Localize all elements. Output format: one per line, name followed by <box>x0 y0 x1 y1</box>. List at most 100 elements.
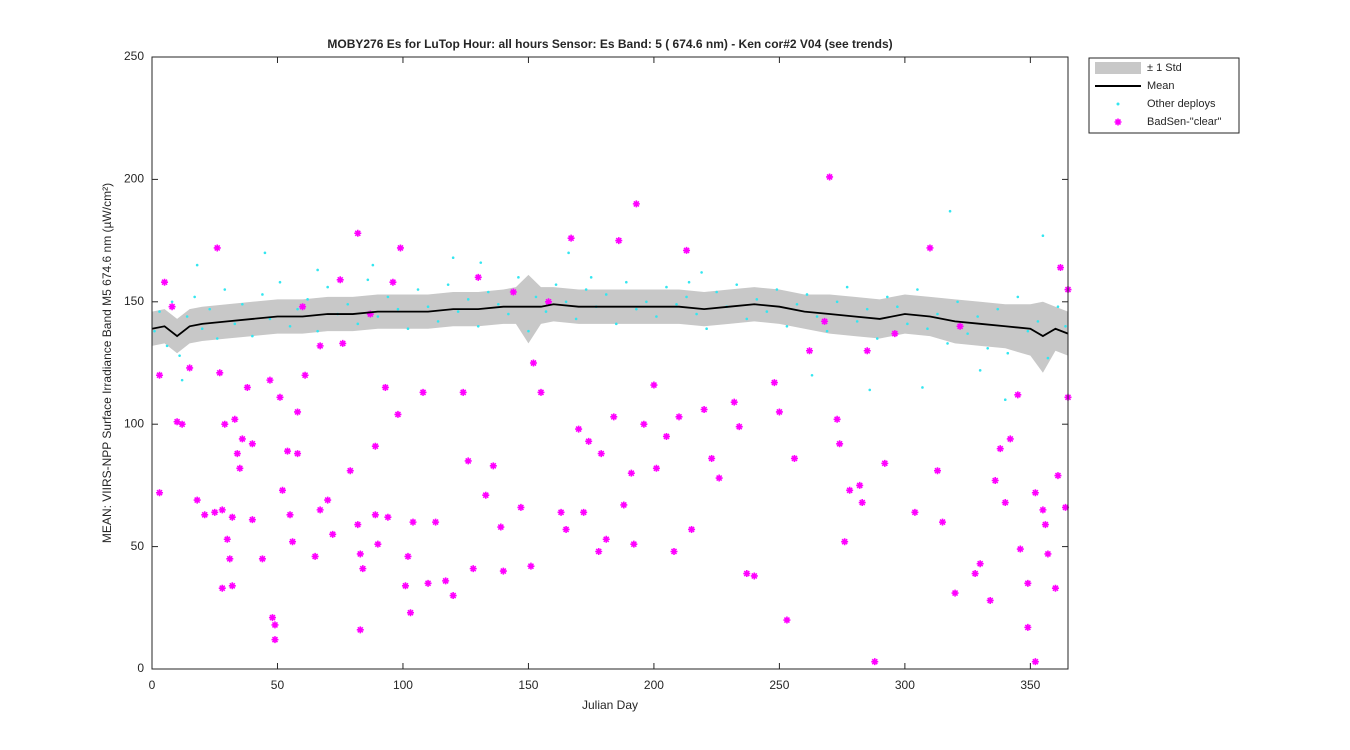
point <box>557 508 565 516</box>
legend-label: Mean <box>1147 80 1175 92</box>
point <box>996 445 1004 453</box>
point <box>289 538 297 546</box>
point <box>575 425 583 433</box>
point <box>1051 584 1059 592</box>
point <box>499 567 507 575</box>
point <box>276 393 284 401</box>
point <box>456 310 460 313</box>
point <box>708 454 716 462</box>
mean-line <box>151 303 1069 338</box>
point <box>354 229 362 237</box>
x-tick-label: 350 <box>1020 678 1040 692</box>
point <box>1056 264 1064 272</box>
point <box>366 278 370 282</box>
point <box>216 369 224 377</box>
point <box>278 486 286 494</box>
point <box>1036 320 1040 323</box>
point <box>948 209 952 213</box>
x-tick-label: 0 <box>149 678 156 692</box>
point <box>845 285 849 289</box>
legend-label: ± 1 Std <box>1147 62 1182 74</box>
point <box>339 339 347 347</box>
point <box>389 278 397 286</box>
legend-swatch <box>1114 118 1122 126</box>
point <box>233 450 241 458</box>
point <box>284 447 292 455</box>
point <box>891 330 899 338</box>
point <box>371 511 379 519</box>
point <box>299 303 307 311</box>
point <box>790 454 798 462</box>
point <box>231 415 239 423</box>
point <box>1024 623 1032 631</box>
point <box>614 322 618 326</box>
point <box>356 550 364 558</box>
y-tick-label: 200 <box>124 172 144 186</box>
point <box>186 364 194 372</box>
point <box>316 329 319 333</box>
point <box>271 621 279 629</box>
point <box>466 298 470 301</box>
point <box>810 373 814 377</box>
point <box>1054 472 1062 480</box>
x-tick-label: 100 <box>393 678 413 692</box>
point <box>482 491 490 499</box>
point <box>564 300 568 304</box>
point <box>248 516 256 524</box>
point <box>261 293 264 296</box>
point <box>386 295 390 299</box>
point <box>785 324 789 328</box>
point <box>1003 398 1007 402</box>
point <box>426 305 430 308</box>
point <box>326 285 329 289</box>
point <box>841 538 849 546</box>
point <box>683 246 691 254</box>
point <box>416 288 420 291</box>
x-tick-label: 150 <box>518 678 538 692</box>
point <box>336 276 344 284</box>
y-tick-label: 0 <box>137 661 144 675</box>
x-tick-label: 200 <box>644 678 664 692</box>
y-tick-label: 250 <box>124 49 144 63</box>
point <box>835 300 839 304</box>
point <box>243 383 251 391</box>
point <box>266 376 274 384</box>
point <box>632 200 640 208</box>
point <box>956 322 964 330</box>
point <box>294 450 302 458</box>
point <box>161 278 169 286</box>
point <box>956 300 959 304</box>
y-tick-label: 150 <box>124 294 144 308</box>
point <box>527 562 535 570</box>
point <box>251 334 254 338</box>
point <box>750 572 758 580</box>
point <box>359 565 367 573</box>
point <box>489 462 497 470</box>
point <box>271 636 279 644</box>
point <box>424 579 432 587</box>
point <box>743 570 751 578</box>
point <box>971 570 979 578</box>
point <box>833 415 841 423</box>
point <box>316 342 324 350</box>
point <box>356 626 364 634</box>
point <box>371 263 375 267</box>
point <box>886 295 889 299</box>
point <box>875 337 879 340</box>
point <box>625 280 628 284</box>
point <box>584 288 588 291</box>
point <box>855 320 859 323</box>
chart-title: MOBY276 Es for LuTop Hour: all hours Sen… <box>327 37 892 51</box>
legend: ± 1 Std Mean Other deploys BadSen-"clear" <box>1088 57 1240 134</box>
point <box>278 280 282 284</box>
point <box>394 410 402 418</box>
point <box>1006 435 1014 443</box>
point <box>1039 506 1047 514</box>
point <box>715 474 723 482</box>
y-tick-label: 100 <box>124 416 144 430</box>
point <box>268 317 272 321</box>
point <box>655 315 658 318</box>
point <box>795 302 799 306</box>
point <box>294 408 302 416</box>
